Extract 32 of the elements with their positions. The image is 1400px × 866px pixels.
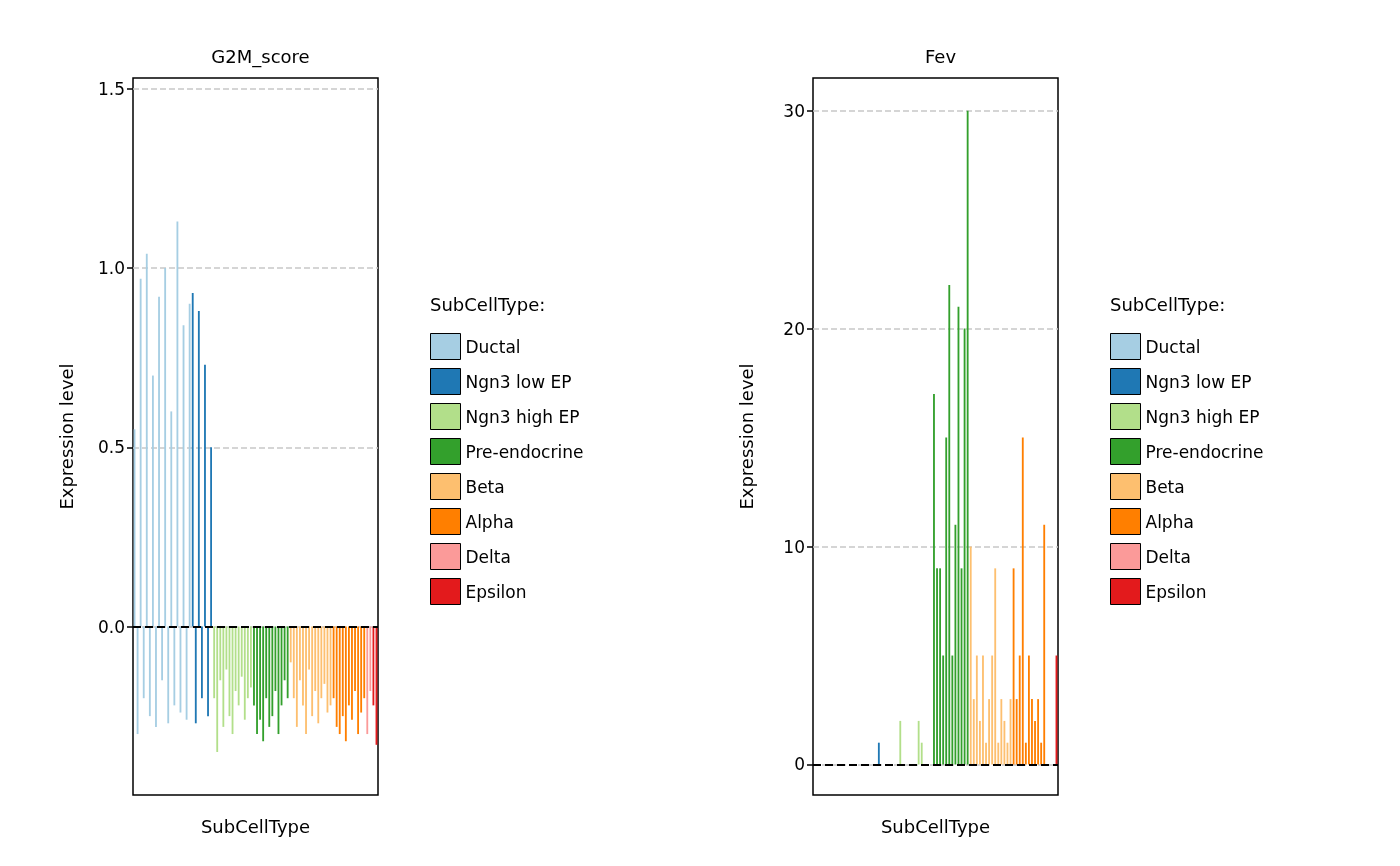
chart-title: Fev bbox=[924, 45, 957, 67]
chart-title: G2M_score bbox=[211, 45, 310, 68]
y-tick-label: 0.0 bbox=[97, 616, 125, 637]
y-axis-title: Expression level bbox=[55, 363, 77, 510]
legend-label: Alpha bbox=[1145, 511, 1194, 532]
legend-label: Ductal bbox=[465, 336, 521, 357]
legend-label: Pre-endocrine bbox=[1145, 441, 1264, 462]
legend-label: Pre-endocrine bbox=[465, 441, 584, 462]
y-tick-label: 0.5 bbox=[97, 437, 125, 458]
x-axis-title: SubCellType bbox=[200, 815, 311, 837]
legend-title: SubCellType: bbox=[430, 293, 546, 315]
legend-label: Delta bbox=[1145, 546, 1191, 567]
legend-label: Ductal bbox=[1145, 336, 1201, 357]
legend-label: Beta bbox=[1145, 476, 1185, 497]
y-tick-label: 20 bbox=[783, 318, 805, 339]
legend-label: Beta bbox=[465, 476, 505, 497]
legend-label: Ngn3 high EP bbox=[465, 406, 580, 427]
legend-label: Delta bbox=[465, 546, 511, 567]
legend-label: Ngn3 high EP bbox=[1145, 406, 1260, 427]
legend-label: Alpha bbox=[465, 511, 514, 532]
y-tick-label: 0 bbox=[794, 754, 805, 775]
legend-label: Ngn3 low EP bbox=[465, 371, 572, 392]
y-tick-label: 1.0 bbox=[97, 258, 125, 279]
y-axis-title: Expression level bbox=[735, 363, 757, 510]
legend-label: Ngn3 low EP bbox=[1145, 371, 1252, 392]
legend-label: Epsilon bbox=[465, 581, 527, 602]
legend-label: Epsilon bbox=[1145, 581, 1207, 602]
x-axis-title: SubCellType bbox=[880, 815, 991, 837]
legend-title: SubCellType: bbox=[1110, 293, 1226, 315]
y-tick-label: 10 bbox=[783, 536, 805, 557]
y-tick-label: 30 bbox=[783, 100, 805, 121]
y-tick-label: 1.5 bbox=[97, 78, 125, 99]
